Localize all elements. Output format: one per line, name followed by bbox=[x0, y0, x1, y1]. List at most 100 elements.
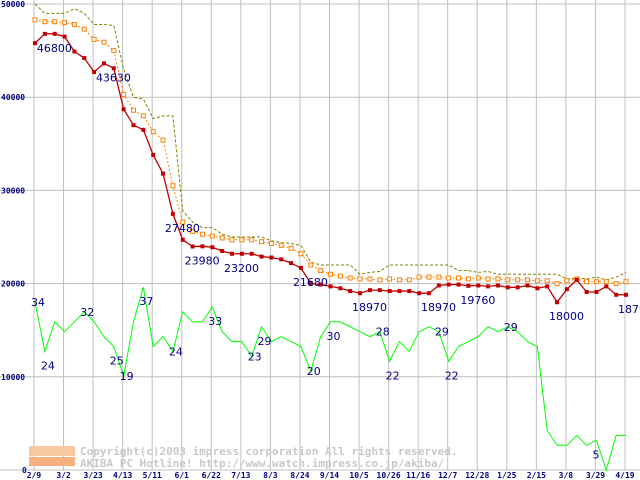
shop-count-label: 24 bbox=[41, 359, 55, 372]
shop-count-label: 34 bbox=[31, 296, 45, 309]
point-min bbox=[476, 283, 481, 288]
x-tick-label: 9/14 bbox=[320, 471, 339, 480]
point-average bbox=[505, 277, 511, 283]
shop-count-label: 32 bbox=[80, 306, 94, 319]
point-average bbox=[485, 276, 491, 282]
point-average bbox=[71, 22, 77, 28]
point-min bbox=[131, 123, 136, 128]
point-average bbox=[584, 279, 590, 285]
point-min bbox=[486, 284, 491, 289]
shop-count-label: 24 bbox=[169, 345, 183, 358]
point-average bbox=[288, 245, 294, 251]
point-min bbox=[495, 283, 500, 288]
series-line-max bbox=[34, 3, 627, 281]
x-tick-label: 12/7 bbox=[438, 471, 457, 480]
point-average bbox=[318, 268, 324, 274]
min-price-label: 21680 bbox=[293, 276, 328, 289]
point-average bbox=[525, 277, 530, 283]
shop-count-label: 5 bbox=[592, 448, 599, 461]
point-min bbox=[121, 107, 126, 112]
x-tick-label: 10/5 bbox=[349, 471, 368, 480]
point-average bbox=[249, 237, 255, 243]
x-tick-label: 6/1 bbox=[175, 471, 190, 480]
point-min bbox=[180, 237, 185, 242]
point-average bbox=[465, 276, 471, 282]
x-tick-label: 2/9 bbox=[27, 471, 42, 480]
min-price-label: 18000 bbox=[549, 310, 584, 323]
point-min bbox=[62, 34, 67, 39]
y-tick-label: 0 bbox=[22, 466, 27, 475]
point-min bbox=[220, 248, 225, 253]
min-price-label: 18799 bbox=[618, 303, 640, 316]
point-min bbox=[269, 255, 274, 260]
x-tick-label: 3/2 bbox=[56, 471, 71, 480]
point-average bbox=[239, 237, 245, 243]
series-line-average bbox=[34, 19, 627, 285]
copyright-text: Copyright(c)2003 impress corporation All… bbox=[80, 445, 458, 458]
point-average bbox=[259, 239, 265, 245]
point-min bbox=[318, 282, 323, 287]
min-price-label: 19760 bbox=[460, 294, 495, 307]
point-min bbox=[190, 244, 195, 249]
point-min bbox=[545, 284, 550, 289]
point-min bbox=[151, 152, 156, 157]
point-min bbox=[456, 282, 461, 287]
point-average bbox=[121, 91, 127, 97]
point-min bbox=[328, 284, 333, 289]
point-min bbox=[239, 251, 244, 256]
point-average bbox=[377, 277, 383, 283]
point-average bbox=[406, 277, 412, 283]
point-min bbox=[614, 292, 619, 297]
point-average bbox=[199, 231, 205, 237]
point-average bbox=[337, 273, 343, 279]
point-average bbox=[554, 281, 560, 287]
point-average bbox=[268, 241, 274, 247]
point-min bbox=[535, 286, 540, 291]
y-tick-label: 20000 bbox=[1, 280, 25, 289]
point-min bbox=[308, 281, 313, 286]
point-min bbox=[525, 283, 530, 288]
min-price-label: 18970 bbox=[352, 301, 387, 314]
x-tick-label: 6/22 bbox=[202, 471, 221, 480]
x-tick-label: 7/13 bbox=[231, 471, 250, 480]
point-average bbox=[278, 242, 284, 248]
point-average bbox=[150, 129, 156, 135]
x-tick-label: 8/3 bbox=[263, 471, 278, 480]
min-price-label: 23980 bbox=[185, 255, 220, 268]
min-price-label: 46800 bbox=[37, 42, 72, 55]
point-average bbox=[534, 278, 540, 284]
point-min bbox=[466, 283, 471, 288]
point-average bbox=[347, 275, 353, 281]
point-min bbox=[367, 288, 372, 293]
point-average bbox=[357, 276, 363, 282]
point-min bbox=[624, 292, 628, 297]
shop-count-label: 37 bbox=[139, 295, 153, 308]
x-tick-label: 3/29 bbox=[586, 471, 605, 480]
point-min bbox=[348, 289, 353, 294]
point-average bbox=[515, 277, 521, 283]
shop-count-label: 20 bbox=[307, 365, 321, 378]
logo-box bbox=[29, 446, 75, 456]
point-average bbox=[446, 275, 452, 281]
point-average bbox=[160, 137, 166, 143]
point-average bbox=[190, 228, 196, 234]
point-average bbox=[593, 279, 599, 285]
x-tick-label: 12/28 bbox=[465, 471, 489, 480]
shop-count-label: 30 bbox=[327, 330, 341, 343]
shop-count-label: 28 bbox=[376, 326, 390, 339]
point-average bbox=[426, 274, 432, 280]
min-price-label: 18970 bbox=[421, 301, 456, 314]
point-average bbox=[81, 26, 87, 32]
point-average bbox=[219, 235, 225, 241]
point-average bbox=[367, 276, 373, 282]
point-min bbox=[505, 285, 510, 290]
point-min bbox=[604, 284, 609, 289]
x-tick-label: 3/8 bbox=[559, 471, 574, 480]
point-average bbox=[229, 237, 235, 243]
point-average bbox=[111, 48, 117, 54]
shop-count-label: 25 bbox=[110, 355, 124, 368]
point-min bbox=[210, 245, 215, 250]
